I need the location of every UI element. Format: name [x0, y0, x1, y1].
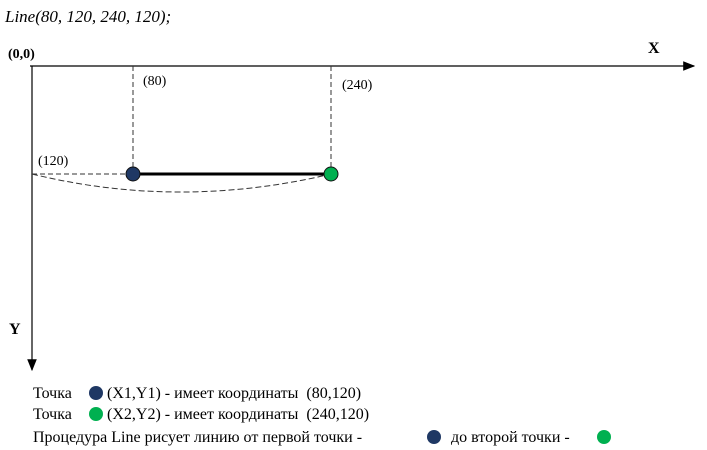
- note-text: Точка: [33, 385, 72, 402]
- note-text: (X2,Y2) - имеет координаты (240,120): [107, 406, 369, 423]
- x-axis-label: X: [648, 40, 660, 57]
- note-text: до второй точки -: [451, 429, 570, 446]
- point-2-icon: [597, 430, 611, 444]
- point-1-icon: [89, 386, 103, 400]
- point-2-icon: [89, 407, 103, 421]
- x1-label: (80): [143, 74, 167, 89]
- note-text: Точка: [33, 406, 72, 423]
- guide-curve: [31, 173, 332, 193]
- y-axis-label: Y: [9, 321, 21, 338]
- point-1-icon: [427, 430, 441, 444]
- x2-label: (240): [342, 78, 373, 93]
- point-1: [125, 166, 141, 182]
- point-2: [323, 166, 339, 182]
- y-label: (120): [38, 154, 69, 169]
- origin-label: (0,0): [8, 47, 35, 62]
- note-text: Процедура Line рисует линию от первой то…: [33, 429, 362, 446]
- note-text: (X1,Y1) - имеет координаты (80,120): [107, 385, 361, 402]
- code: Line(80, 120, 240, 120);: [4, 7, 171, 26]
